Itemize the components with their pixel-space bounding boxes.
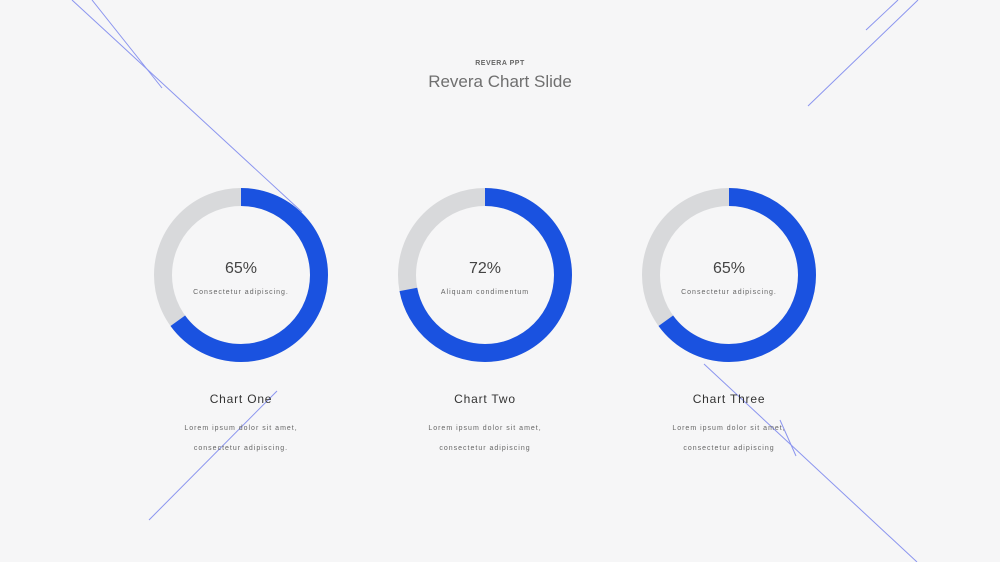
chart-title: Chart Three: [692, 392, 766, 406]
chart-block-three: 65% Consectetur adipiscing. Chart Three …: [629, 185, 829, 475]
description-line: Lorem ipsum dolor sit amet,: [672, 425, 786, 432]
donut-value-label: 65%: [712, 260, 746, 277]
chart-description: Lorem ipsum dolor sit amet, consectetur …: [629, 419, 829, 459]
chart-block-two: 72% Aliquam condimentum Chart Two Lorem …: [385, 185, 585, 475]
description-line: consectetur adipiscing.: [193, 445, 289, 452]
chart-description: Lorem ipsum dolor sit amet, consectetur …: [141, 419, 341, 459]
chart-block-one: 65% Consectetur adipiscing. Chart One Lo…: [141, 185, 341, 475]
chart-title: Chart Two: [454, 392, 516, 406]
description-line: Lorem ipsum dolor sit amet,: [428, 425, 542, 432]
donut-chart: [154, 188, 328, 362]
donut-slice-value: [398, 188, 572, 362]
donut-caption: Consectetur adipiscing.: [193, 289, 289, 296]
slide-title: Revera Chart Slide: [428, 72, 572, 91]
donut-slice-value: [154, 188, 328, 362]
description-line: Lorem ipsum dolor sit amet,: [184, 425, 298, 432]
donut-chart: [398, 188, 572, 362]
description-line: consectetur adipiscing: [683, 445, 775, 452]
donut-value-label: 72%: [468, 260, 502, 277]
donut-caption: Aliquam condimentum: [440, 289, 530, 296]
chart-title: Chart One: [209, 392, 273, 406]
deco-line: [71, 0, 303, 213]
donut-caption: Consectetur adipiscing.: [681, 289, 777, 296]
donut-value-label: 65%: [224, 260, 258, 277]
deco-line: [865, 0, 899, 31]
donut-slice-value: [642, 188, 816, 362]
donut-chart: [642, 188, 816, 362]
slide-kicker: REVERA PPT: [475, 60, 525, 67]
chart-description: Lorem ipsum dolor sit amet, consectetur …: [385, 419, 585, 459]
description-line: consectetur adipiscing: [439, 445, 531, 452]
